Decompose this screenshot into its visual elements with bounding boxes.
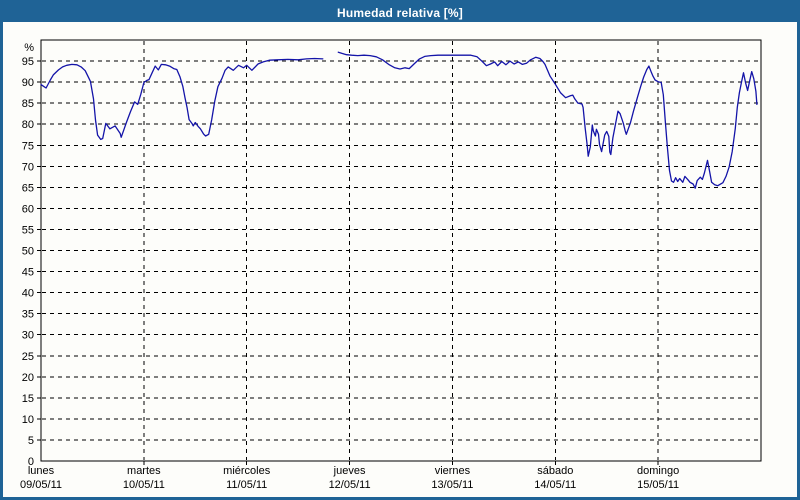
chart-title: Humedad relativa [%]	[336, 5, 464, 20]
y-tick-label: 25	[22, 351, 34, 363]
y-axis-unit-label: %	[24, 42, 34, 54]
y-tick-label: 95	[22, 56, 34, 68]
y-tick-label: 70	[22, 161, 34, 173]
x-day-label: miércoles	[223, 465, 271, 477]
y-tick-label: 60	[22, 203, 34, 215]
x-day-label: martes	[127, 465, 161, 477]
y-tick-label: 20	[22, 372, 34, 384]
y-tick-label: 15	[22, 393, 34, 405]
x-date-label: 12/05/11	[329, 479, 371, 491]
y-tick-label: 10	[22, 414, 34, 426]
x-day-label: lunes	[28, 465, 55, 477]
y-tick-label: 30	[22, 330, 34, 342]
y-tick-label: 90	[22, 77, 34, 89]
x-date-label: 09/05/11	[20, 479, 62, 491]
x-day-label: viernes	[435, 465, 471, 477]
x-date-label: 14/05/11	[534, 479, 576, 491]
chart-area: 0 5 10 15 20 25 30 35 40 45 50 55 60 65 70 75 80 85 90 95% l…	[3, 22, 797, 497]
plot-frame	[40, 39, 762, 462]
humidity-line-segment	[337, 51, 758, 189]
humidity-line-segment	[40, 57, 324, 141]
x-day-label: sábado	[537, 465, 573, 477]
x-date-label: 13/05/11	[431, 479, 473, 491]
x-date-label: 10/05/11	[123, 479, 165, 491]
x-day-label: jueves	[333, 465, 366, 477]
y-tick-label: 85	[22, 98, 34, 110]
x-date-label: 11/05/11	[226, 479, 267, 491]
x-day-label: domingo	[637, 465, 679, 477]
y-tick-label: 50	[22, 246, 34, 258]
y-tick-label: 35	[22, 309, 34, 321]
y-tick-label: 80	[22, 119, 34, 131]
y-tick-label: 55	[22, 224, 34, 236]
y-tick-label: 65	[22, 182, 34, 194]
y-tick-label: 5	[28, 435, 34, 447]
y-tick-label: 40	[22, 288, 34, 300]
humidity-chart: 0 5 10 15 20 25 30 35 40 45 50 55 60 65 70 75 80 85 90 95% l…	[20, 39, 762, 491]
y-tick-label: 75	[22, 140, 34, 152]
y-tick-label: 0	[28, 456, 34, 468]
chart-title-bar: Humedad relativa [%]	[3, 3, 797, 22]
x-date-label: 15/05/11	[637, 479, 679, 491]
y-tick-label: 45	[22, 267, 34, 279]
